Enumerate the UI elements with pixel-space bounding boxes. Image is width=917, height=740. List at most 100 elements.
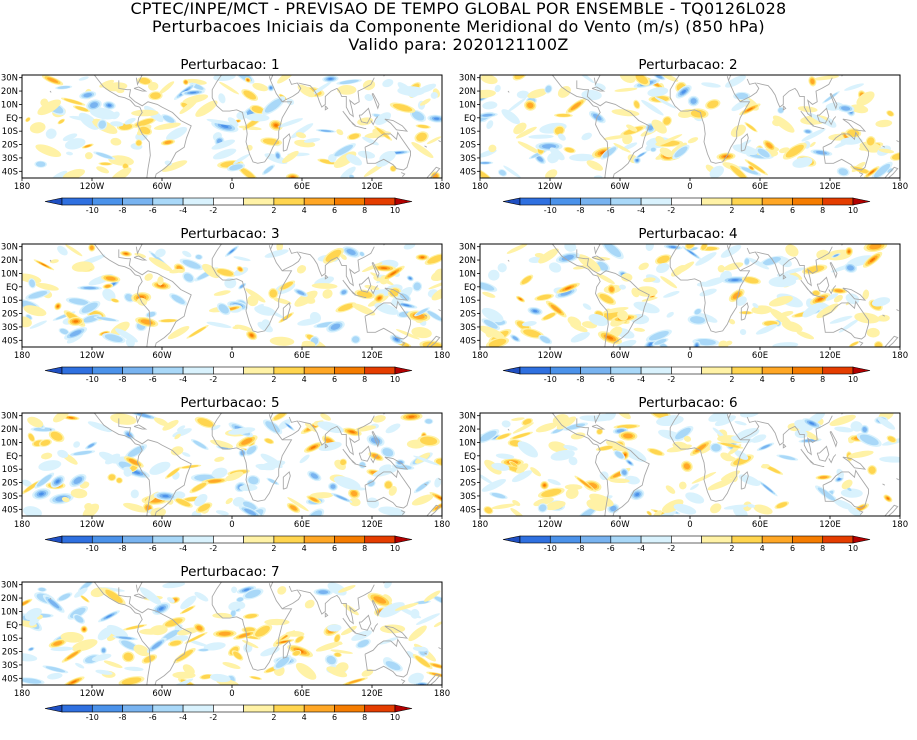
lat-label: 10S bbox=[460, 296, 476, 306]
lat-label: 20N bbox=[1, 594, 18, 604]
lat-label: 10N bbox=[459, 100, 476, 110]
colorbar-label: -6 bbox=[607, 206, 615, 215]
lon-label: 60E bbox=[294, 689, 310, 699]
colorbar-label: -8 bbox=[119, 544, 127, 553]
lon-label: 60E bbox=[294, 182, 310, 192]
lat-label: 10S bbox=[2, 296, 18, 306]
lon-label: 0 bbox=[229, 182, 234, 192]
lon-label: 120W bbox=[538, 520, 563, 530]
lon-label: 120E bbox=[819, 351, 841, 361]
colorbar-label: -8 bbox=[577, 544, 585, 553]
lon-label: 120E bbox=[361, 689, 383, 699]
lon-label: 60E bbox=[294, 520, 310, 530]
lon-label: 180 bbox=[434, 520, 450, 530]
lat-label: 20S bbox=[2, 479, 18, 489]
colorbar-label: 6 bbox=[332, 375, 337, 384]
colorbar-label: -6 bbox=[149, 206, 157, 215]
lat-label: 30S bbox=[2, 154, 18, 164]
colorbar-label: 10 bbox=[390, 544, 400, 553]
lon-label: 60W bbox=[610, 182, 630, 192]
colorbar-label: -10 bbox=[86, 544, 99, 553]
lat-label: 10N bbox=[1, 607, 18, 617]
lat-label: 30N bbox=[1, 581, 18, 591]
lat-label: 20N bbox=[1, 256, 18, 266]
lon-label: 0 bbox=[229, 351, 234, 361]
lon-label: 180 bbox=[14, 351, 30, 361]
colorbar-label: 2 bbox=[729, 206, 734, 215]
colorbar-label: 4 bbox=[302, 544, 307, 553]
colorbar-label: 6 bbox=[790, 375, 795, 384]
colorbar-label: 6 bbox=[790, 544, 795, 553]
colorbar-label: -8 bbox=[119, 375, 127, 384]
lon-label: 180 bbox=[14, 520, 30, 530]
lon-label: 0 bbox=[687, 182, 692, 192]
colorbar-label: 10 bbox=[848, 206, 858, 215]
lon-label: 180 bbox=[472, 182, 488, 192]
colorbar-label: -4 bbox=[637, 375, 645, 384]
lon-label: 120E bbox=[361, 182, 383, 192]
lon-label: 60E bbox=[294, 351, 310, 361]
lon-label: 0 bbox=[687, 520, 692, 530]
lon-label: 120E bbox=[361, 351, 383, 361]
lat-label: 30S bbox=[460, 492, 476, 502]
lon-label: 180 bbox=[892, 351, 908, 361]
lat-label: 10N bbox=[459, 269, 476, 279]
lon-label: 0 bbox=[229, 520, 234, 530]
lat-label: 10N bbox=[1, 100, 18, 110]
colorbar-label: -4 bbox=[179, 206, 187, 215]
lat-label: EQ bbox=[6, 283, 18, 293]
lat-label: 10N bbox=[1, 438, 18, 448]
colorbar-label: 6 bbox=[790, 206, 795, 215]
colorbar-label: 4 bbox=[302, 375, 307, 384]
lon-label: 180 bbox=[892, 182, 908, 192]
colorbar-label: -2 bbox=[667, 544, 675, 553]
lat-label: EQ bbox=[464, 283, 476, 293]
lat-label: 20S bbox=[460, 310, 476, 320]
figure-title-line-2: Perturbacoes Iniciais da Componente Meri… bbox=[0, 18, 917, 36]
lon-label: 60W bbox=[610, 351, 630, 361]
lat-label: 40S bbox=[2, 505, 18, 515]
lat-label: EQ bbox=[464, 114, 476, 124]
figure-title-line-3: Valido para: 2020121100Z bbox=[0, 36, 917, 54]
colorbar-label: -8 bbox=[119, 713, 127, 722]
lat-label: EQ bbox=[464, 452, 476, 462]
colorbar-label: 2 bbox=[271, 206, 276, 215]
lon-label: 180 bbox=[14, 689, 30, 699]
lat-label: 30N bbox=[1, 74, 18, 84]
lon-label: 60W bbox=[152, 351, 172, 361]
colorbar-label: 8 bbox=[820, 544, 825, 553]
lat-label: EQ bbox=[6, 114, 18, 124]
lon-label: 180 bbox=[434, 182, 450, 192]
colorbar-label: 8 bbox=[362, 375, 367, 384]
lat-label: 20N bbox=[459, 256, 476, 266]
lon-label: 60W bbox=[152, 182, 172, 192]
colorbar-label: -6 bbox=[149, 375, 157, 384]
lon-label: 120W bbox=[80, 689, 105, 699]
lon-label: 120E bbox=[819, 182, 841, 192]
colorbar-label: 6 bbox=[332, 206, 337, 215]
colorbar-label: -4 bbox=[179, 713, 187, 722]
lon-label: 60E bbox=[752, 351, 768, 361]
lon-label: 120E bbox=[819, 520, 841, 530]
colorbar-label: 4 bbox=[760, 206, 765, 215]
lon-label: 180 bbox=[472, 520, 488, 530]
colorbar-label: 8 bbox=[820, 375, 825, 384]
lon-label: 60W bbox=[152, 689, 172, 699]
colorbar-label: -10 bbox=[86, 206, 99, 215]
colorbar-label: -10 bbox=[544, 206, 557, 215]
lon-label: 60E bbox=[752, 182, 768, 192]
colorbar-label: 2 bbox=[729, 375, 734, 384]
